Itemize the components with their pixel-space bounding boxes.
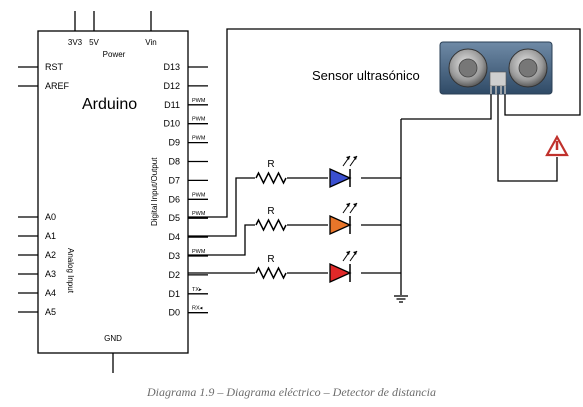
- board-outline: [38, 31, 188, 353]
- pwm-marker-d5: PWM: [192, 211, 206, 217]
- ground-icon: [394, 296, 408, 302]
- pin-a1-label: A1: [45, 231, 56, 241]
- resistors: R R R: [255, 159, 287, 280]
- pin-3v3-label: 3V3: [68, 38, 83, 47]
- pin-d1-label: D1: [168, 289, 180, 299]
- pin-d7-label: D7: [168, 175, 180, 185]
- led-orange: [330, 203, 357, 234]
- pwm-marker-d3: PWM: [192, 249, 206, 255]
- led-blue: [330, 156, 357, 187]
- pin-d12-label: D12: [163, 81, 180, 91]
- pin-a2-label: A2: [45, 250, 56, 260]
- power-label: Power: [103, 50, 126, 59]
- pin-d5-label: D5: [168, 213, 180, 223]
- sensor-label: Sensor ultrasónico: [312, 68, 420, 83]
- pin-a5-label: A5: [45, 307, 56, 317]
- led-red-body: [330, 264, 350, 282]
- resistor-2-label: R: [267, 206, 274, 217]
- tx-marker: TX▸: [192, 287, 202, 293]
- pin-d0-label: D0: [168, 308, 180, 318]
- led-red: [330, 251, 357, 282]
- pin-vin-label: Vin: [145, 38, 156, 47]
- pin-a4-label: A4: [45, 288, 56, 298]
- pin-5v-label: 5V: [89, 38, 99, 47]
- sensor-chip: [490, 72, 506, 86]
- figure-caption: Diagrama 1.9 – Diagrama eléctrico – Dete…: [0, 385, 583, 400]
- pin-a3-label: A3: [45, 269, 56, 279]
- pin-d2-label: D2: [168, 270, 180, 280]
- led-blue-body: [330, 169, 350, 187]
- wire-sensor-gnd: [401, 93, 491, 119]
- pin-a0-label: A0: [45, 212, 56, 222]
- pin-rst-label: RST: [45, 62, 64, 72]
- resistor-3-label: R: [267, 254, 274, 265]
- arduino-board: Arduino Power GND Analog Input Digital I…: [18, 11, 208, 373]
- power-supply-icon: [547, 137, 567, 155]
- rx-marker: RX◂: [192, 306, 203, 312]
- pin-d6-label: D6: [168, 194, 180, 204]
- board-name: Arduino: [82, 96, 137, 113]
- analog-group-label: Analog Input: [66, 248, 75, 294]
- resistor-1-label: R: [267, 159, 274, 170]
- pwm-marker-d6: PWM: [192, 192, 206, 198]
- pin-d9-label: D9: [168, 138, 180, 148]
- pin-d11-label: D11: [164, 100, 180, 110]
- ultrasonic-sensor: [440, 42, 552, 94]
- pin-d3-label: D3: [168, 251, 180, 261]
- gnd-label: GND: [104, 334, 122, 343]
- pwm-marker-d10: PWM: [192, 117, 206, 123]
- digital-group-label: Digital Input/Output: [150, 157, 159, 226]
- pin-d8-label: D8: [168, 157, 180, 167]
- pin-d10-label: D10: [163, 119, 180, 129]
- pin-d13-label: D13: [163, 62, 180, 72]
- pwm-marker-d9: PWM: [192, 136, 206, 142]
- pin-d4-label: D4: [168, 232, 180, 242]
- wire-sensor-vcc: [498, 93, 557, 181]
- pwm-marker-d11: PWM: [192, 98, 206, 104]
- led-orange-body: [330, 216, 350, 234]
- leds: [330, 156, 357, 282]
- pin-aref-label: AREF: [45, 81, 70, 91]
